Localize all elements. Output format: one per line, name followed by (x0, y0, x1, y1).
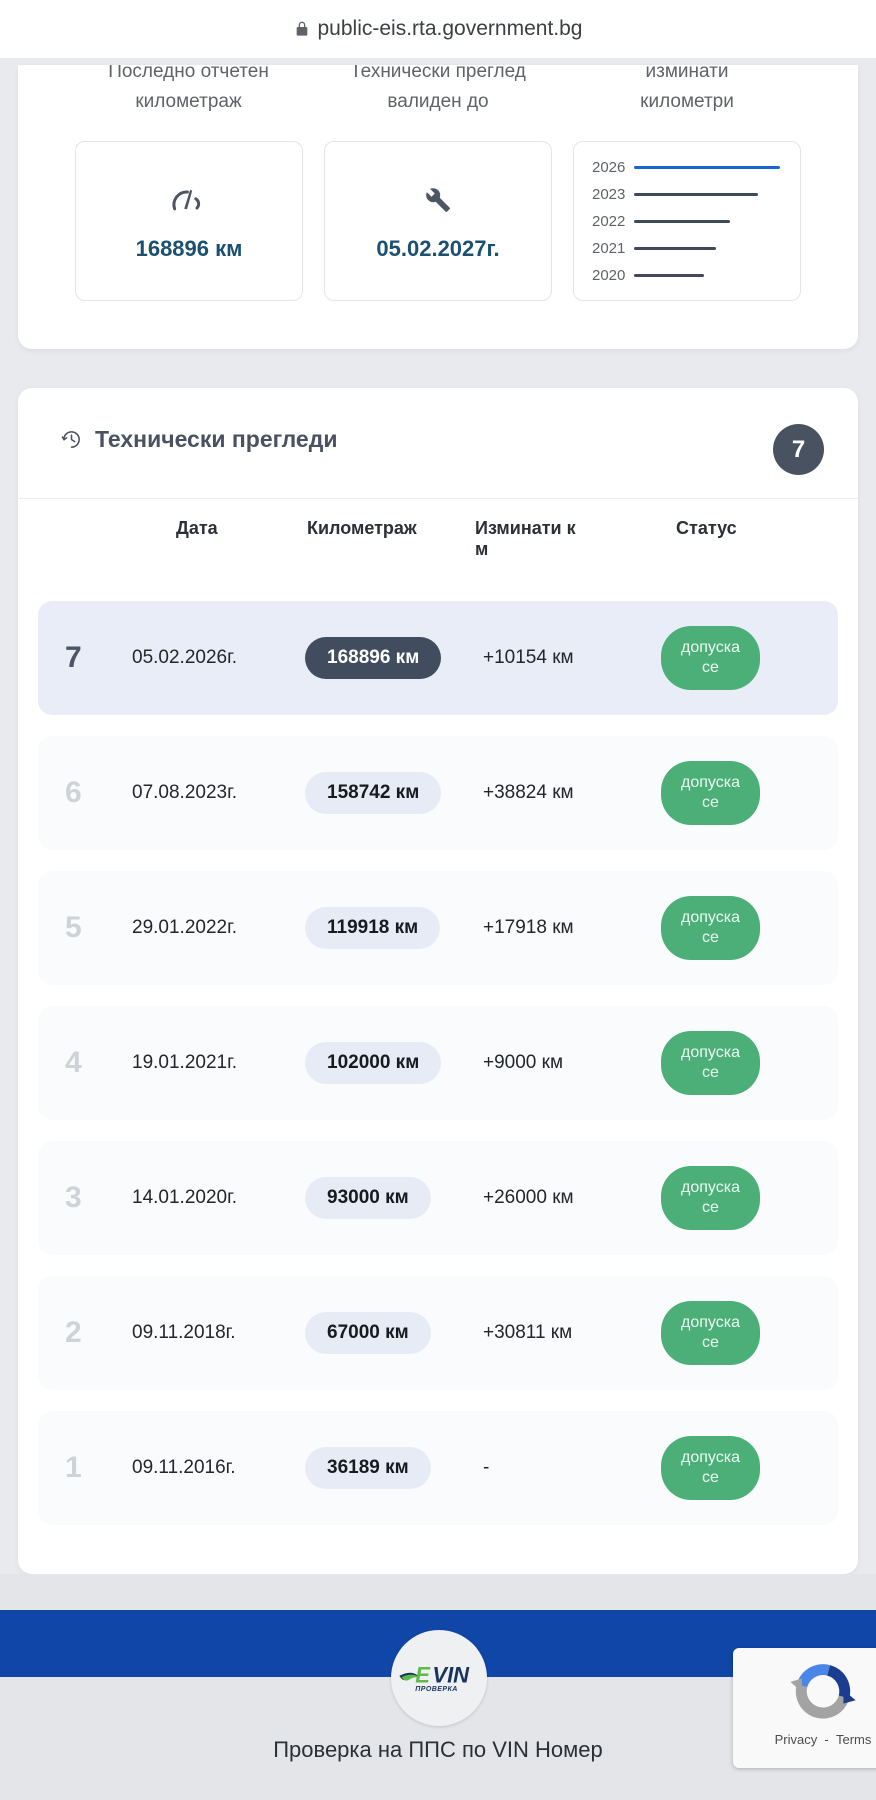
svg-text:E: E (415, 1662, 431, 1687)
svg-text:ПРОВЕРКА: ПРОВЕРКА (415, 1686, 458, 1693)
svg-text:VIN: VIN (432, 1662, 470, 1687)
